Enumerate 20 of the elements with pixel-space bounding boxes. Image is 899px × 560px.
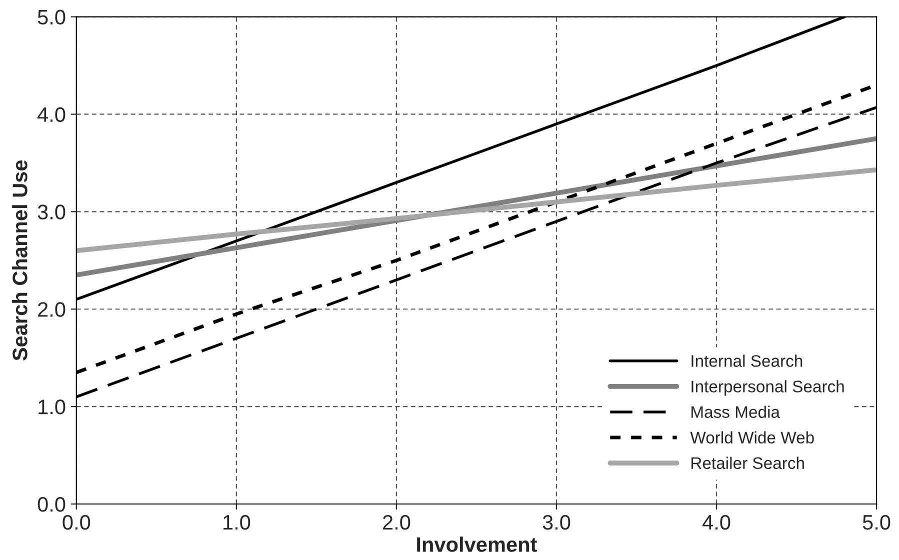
y-tick-label: 4.0 bbox=[38, 107, 66, 122]
legend-label: Internal Search bbox=[692, 354, 802, 367]
x-tick-label: 1.0 bbox=[224, 514, 250, 530]
y-tick-label: 5.0 bbox=[38, 10, 66, 25]
y-tick-label: 1.0 bbox=[38, 400, 66, 414]
legend-label: Mass Media bbox=[692, 406, 780, 418]
legend-label: Interpersonal Search bbox=[692, 380, 844, 396]
y-axis-title: Search Channel Use bbox=[12, 160, 28, 361]
y-tick-label: 0.0 bbox=[38, 497, 66, 512]
legend-label: Retailer Search bbox=[692, 456, 804, 470]
x-tick-label: 2.0 bbox=[383, 514, 410, 530]
legend-label: World Wide Web bbox=[690, 431, 814, 444]
x-tick-label: 3.0 bbox=[542, 514, 570, 530]
y-tick-label: 2.0 bbox=[38, 302, 66, 317]
x-tick-label: 0.0 bbox=[62, 514, 90, 530]
y-tick-label: 3.0 bbox=[38, 204, 66, 220]
x-tick-label: 4.0 bbox=[702, 514, 730, 530]
line-series bbox=[76, 167, 877, 254]
x-axis-title: Involvement bbox=[417, 536, 537, 552]
x-tick-label: 5.0 bbox=[862, 514, 890, 530]
